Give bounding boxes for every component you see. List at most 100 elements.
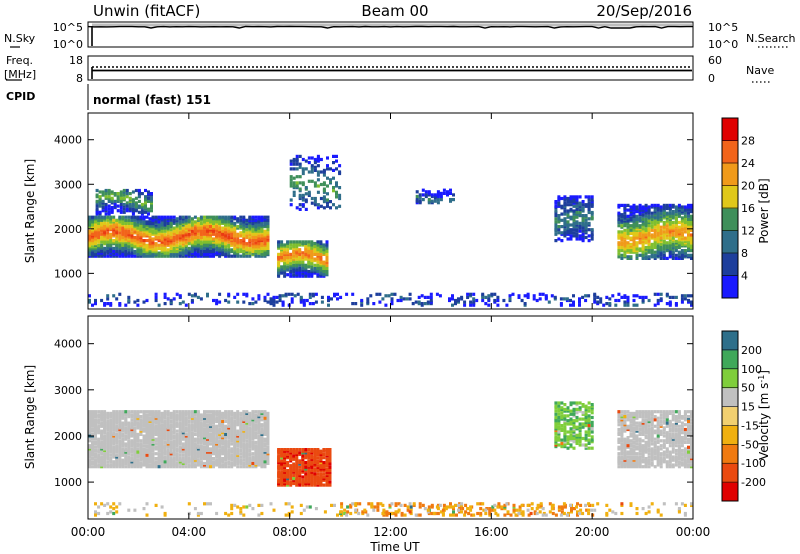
- power-cell: [680, 297, 684, 301]
- velocity-cell: [130, 432, 134, 436]
- power-cell: [575, 228, 579, 232]
- power-cell: [429, 292, 433, 296]
- power-cell: [134, 201, 138, 205]
- velocity-cell: [193, 421, 197, 425]
- power-cell: [560, 218, 564, 222]
- power-cell: [218, 292, 222, 296]
- power-cell: [665, 224, 669, 228]
- velocity-cell: [142, 434, 146, 438]
- power-cell: [572, 234, 576, 238]
- power-cell: [122, 196, 126, 200]
- velocity-cell: [88, 411, 91, 415]
- velocity-cell: [263, 416, 267, 420]
- velocity-cell: [254, 444, 258, 448]
- power-cell: [190, 226, 194, 230]
- power-cell: [623, 250, 627, 254]
- power-cell: [206, 251, 209, 255]
- power-cell: [139, 225, 143, 229]
- power-cell: [196, 239, 200, 243]
- velocity-cell: [230, 447, 234, 451]
- velocity-cell: [215, 410, 219, 414]
- velocity-cell: [257, 429, 261, 433]
- power-cell: [322, 206, 326, 210]
- power-cell: [313, 241, 317, 246]
- power-cell: [584, 298, 588, 303]
- velocity-cell: [239, 452, 243, 456]
- power-cell: [166, 234, 170, 238]
- velocity-cell: [193, 410, 197, 414]
- power-cell: [295, 175, 299, 179]
- power-cell: [635, 236, 639, 240]
- velocity-cell: [103, 411, 107, 415]
- power-cell: [322, 243, 326, 247]
- power-cell: [239, 218, 243, 222]
- power-cell: [659, 208, 663, 212]
- power-cell: [469, 303, 473, 307]
- power-cell: [154, 225, 158, 229]
- power-cell: [178, 239, 182, 243]
- power-cell: [112, 225, 116, 229]
- power-cell: [113, 199, 117, 203]
- velocity-cell: [251, 461, 255, 465]
- power-cell: [293, 294, 297, 298]
- velocity-cell: [187, 410, 191, 414]
- velocity-cell: [100, 421, 104, 425]
- power-cell: [644, 222, 648, 226]
- power-cell: [269, 300, 273, 304]
- power-cell: [263, 240, 267, 244]
- velocity-cell: [190, 410, 194, 414]
- velocity-cell: [103, 434, 107, 438]
- velocity-cell: [166, 411, 170, 415]
- power-cell: [289, 240, 293, 244]
- velocity-cell: [203, 427, 206, 432]
- power-cell: [88, 237, 91, 241]
- power-cell: [554, 201, 558, 205]
- power-cell: [218, 239, 222, 243]
- power-cell: [442, 191, 446, 195]
- power-cell: [230, 248, 234, 252]
- power-cell: [280, 245, 284, 249]
- velocity-cell: [91, 440, 94, 444]
- power-cell: [656, 236, 660, 240]
- power-cell: [629, 242, 633, 246]
- velocity-cell: [221, 419, 225, 423]
- power-cell: [187, 223, 191, 227]
- velocity-cell: [178, 445, 182, 449]
- power-cell: [626, 203, 630, 207]
- power-cell: [310, 201, 314, 205]
- power-cell: [360, 303, 364, 307]
- power-cell: [626, 241, 630, 245]
- power-cell: [157, 239, 161, 243]
- power-cell: [587, 239, 591, 243]
- power-cell: [575, 215, 579, 219]
- power-cell: [304, 240, 308, 244]
- velocity-cell: [230, 410, 234, 414]
- power-cell: [405, 297, 409, 301]
- power-cell: [292, 193, 296, 197]
- power-cell: [169, 215, 173, 219]
- power-cell: [131, 190, 135, 194]
- power-cell: [569, 303, 572, 307]
- power-cell: [147, 196, 150, 200]
- power-cell: [245, 251, 249, 255]
- power-cell: [184, 251, 188, 255]
- power-cell: [587, 201, 591, 205]
- velocity-cell: [239, 455, 243, 459]
- power-cell: [569, 237, 573, 241]
- power-cell: [650, 228, 654, 232]
- power-cell: [647, 227, 651, 231]
- velocity-cell: [130, 439, 134, 443]
- power-cell: [641, 235, 645, 239]
- power-cell: [215, 251, 219, 255]
- power-cell: [110, 190, 114, 194]
- velocity-cell: [190, 411, 194, 415]
- power-cell: [88, 239, 91, 243]
- velocity-cell: [91, 432, 94, 436]
- power-cell: [632, 211, 636, 215]
- power-cell: [677, 250, 681, 254]
- velocity-cell: [266, 445, 270, 449]
- power-cell: [196, 253, 200, 257]
- power-cell: [280, 265, 284, 269]
- power-cell: [677, 211, 681, 215]
- power-cell: [590, 200, 594, 204]
